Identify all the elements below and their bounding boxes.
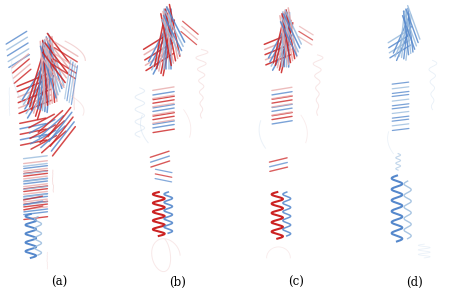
Text: (d): (d) xyxy=(406,276,423,289)
Text: (b): (b) xyxy=(169,276,186,289)
Text: (a): (a) xyxy=(51,276,67,289)
Text: (c): (c) xyxy=(288,276,304,289)
